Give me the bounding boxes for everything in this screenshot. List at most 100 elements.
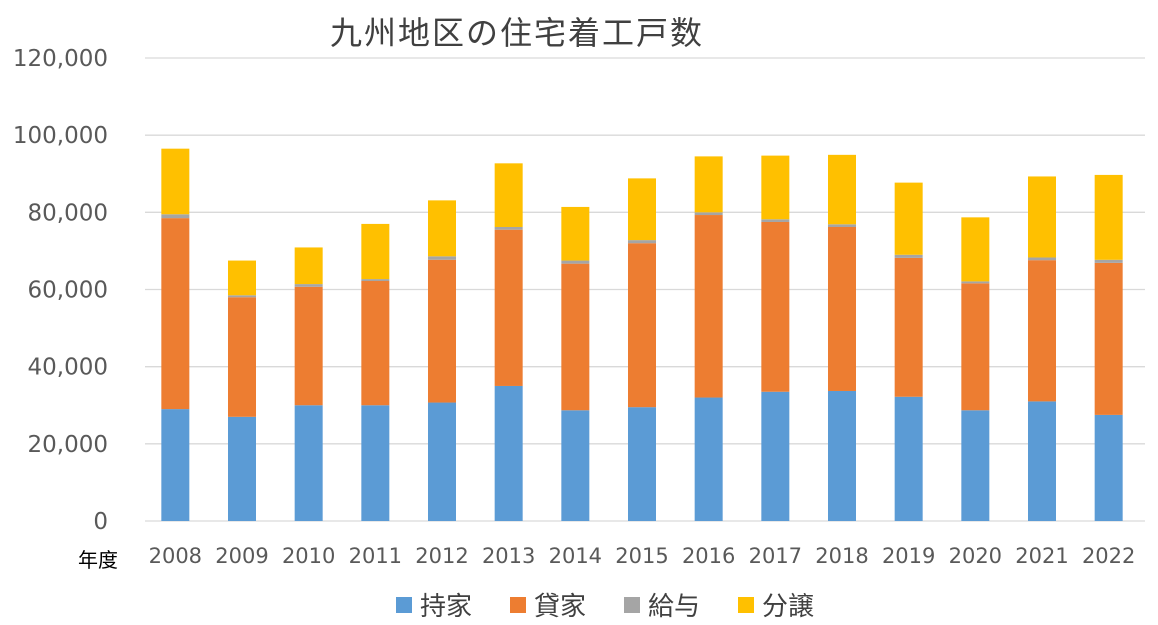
x-tick-label: 2022 [1082, 544, 1135, 568]
y-tick-label: 120,000 [13, 46, 108, 72]
bar-segment [294, 286, 323, 406]
bar-segment [161, 148, 190, 215]
bar-segment [1094, 414, 1123, 521]
bar-segment [361, 279, 390, 282]
bar-segment [961, 410, 990, 521]
bar-segment [828, 154, 856, 225]
legend-swatch [510, 596, 527, 613]
y-tick-label: 0 [93, 509, 108, 535]
x-tick-labels: 2008 2009 2010 2011 2012 2013 2014 2015 2016 2017… [149, 544, 1136, 568]
bar-segment [894, 254, 923, 258]
legend-item-bunjo: 分譲 [738, 586, 814, 623]
x-tick-label: 2008 [149, 544, 202, 568]
bar-segment [894, 182, 923, 255]
x-tick-label: 2011 [349, 544, 402, 568]
bar-segment [694, 397, 723, 521]
bar-segment [161, 409, 190, 521]
bar-segment [494, 226, 523, 230]
bar-segment [361, 223, 390, 280]
bar-segment [228, 260, 256, 296]
x-tick-label: 2017 [749, 544, 802, 568]
x-tick-label: 2009 [215, 544, 268, 568]
bar-segment [228, 416, 256, 521]
bar-segment [361, 281, 390, 406]
bar-segment [828, 224, 856, 227]
x-axis-label: 年度 [78, 548, 118, 572]
legend-item-kashiya: 貸家 [510, 586, 586, 623]
bar-segment [494, 385, 523, 521]
legend-label: 持家 [420, 592, 473, 622]
y-tick-labels: 0 20,000 40,000 60,000 80,000 100,000 120,000 [13, 46, 108, 535]
legend-label: 貸家 [534, 592, 587, 622]
bar-segment [694, 156, 723, 213]
bar-segment [428, 402, 456, 521]
bar-segment [761, 221, 790, 392]
bar-segment [561, 263, 590, 411]
bar-segment [494, 229, 523, 386]
bar-segment [694, 212, 723, 216]
bar-segment [294, 405, 323, 521]
legend-label: 給与 [648, 592, 701, 622]
bar-segment [761, 391, 790, 521]
y-tick-label: 60,000 [28, 278, 108, 304]
bar-segment [1094, 174, 1123, 260]
legend-swatch [738, 596, 755, 613]
x-tick-label: 2018 [815, 544, 868, 568]
x-tick-label: 2021 [1015, 544, 1068, 568]
bar-segment [1028, 260, 1056, 402]
x-tick-label: 2014 [549, 544, 602, 568]
bar-segment [628, 240, 656, 244]
x-tick-label: 2013 [482, 544, 535, 568]
bar-segment [628, 407, 656, 521]
bar-segment [428, 200, 456, 257]
x-tick-label: 2016 [682, 544, 735, 568]
bar-segment [161, 218, 190, 410]
y-tick-label: 20,000 [28, 432, 108, 458]
bar-segment [828, 390, 856, 521]
bar-segment [228, 297, 256, 417]
bar-segment [294, 284, 323, 287]
x-tick-label: 2012 [415, 544, 468, 568]
legend-item-mochiie: 持家 [396, 586, 472, 623]
bar-segment [894, 396, 923, 521]
legend-label: 分譲 [762, 592, 815, 622]
chart-title: 九州地区の住宅着工戸数 [330, 14, 705, 52]
bar-segment [1028, 176, 1056, 258]
bar-segment [1028, 257, 1056, 261]
bar-segment [961, 217, 990, 282]
bar-segment [1094, 259, 1123, 263]
bar-segment [428, 256, 456, 260]
bar-segment [828, 226, 856, 391]
x-tick-label: 2015 [615, 544, 668, 568]
legend: 持家 貸家 給与 分譲 [396, 586, 814, 623]
bar-segment [894, 257, 923, 397]
x-tick-label: 2020 [949, 544, 1002, 568]
bar-segment [1094, 262, 1123, 415]
bar-segment [694, 215, 723, 398]
bar-segment [628, 243, 656, 408]
bar-segment [561, 260, 590, 264]
bar-segment [428, 259, 456, 403]
bar-segment [628, 178, 656, 241]
legend-item-kyuyo: 給与 [624, 586, 700, 623]
bar-segment [561, 206, 590, 261]
bar-segment [961, 281, 990, 284]
y-tick-label: 80,000 [28, 200, 108, 226]
x-tick-label: 2010 [282, 544, 335, 568]
y-tick-label: 40,000 [28, 355, 108, 381]
bar-segment [961, 283, 990, 411]
bar-segment [1028, 401, 1056, 521]
legend-swatch [396, 596, 412, 613]
bar-segment [161, 214, 190, 219]
bar-segment [294, 247, 323, 285]
bar-segment [228, 295, 256, 298]
y-tick-label: 100,000 [13, 123, 108, 149]
bar-segment [761, 155, 790, 220]
bar-segment [561, 410, 590, 521]
x-tick-label: 2019 [882, 544, 935, 568]
bar-segment [361, 405, 390, 521]
legend-swatch [624, 596, 641, 613]
bar-segment [761, 219, 790, 222]
bar-segment [494, 163, 523, 227]
